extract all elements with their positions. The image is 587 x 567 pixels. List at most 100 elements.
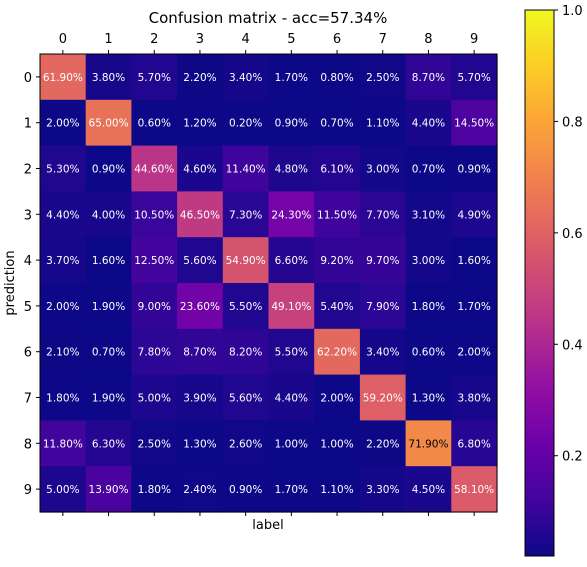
cell-value-label: 2.50% — [138, 438, 171, 450]
cell-value-label: 46.50% — [180, 209, 220, 221]
cell-value-label: 2.00% — [46, 118, 79, 130]
heatmap-cell — [177, 54, 224, 101]
cell-value-label: 3.00% — [412, 255, 445, 267]
cell-value-label: 6.60% — [275, 255, 308, 267]
heatmap-cell — [405, 145, 452, 192]
y-tick-label: 9 — [24, 483, 32, 498]
cell-value-label: 23.60% — [180, 301, 220, 313]
x-tick-label: 4 — [242, 32, 250, 47]
cell-value-label: 3.10% — [412, 209, 445, 221]
heatmap-cell — [268, 374, 315, 421]
cell-value-label: 1.90% — [92, 393, 125, 405]
heatmap-cell — [85, 145, 132, 192]
cell-value-label: 1.80% — [412, 301, 445, 313]
cell-value-label: 4.40% — [412, 118, 445, 130]
heatmap-cell — [268, 145, 315, 192]
cell-value-label: 1.90% — [92, 301, 125, 313]
heatmap-cell — [359, 99, 407, 147]
cell-value-label: 0.20% — [229, 118, 262, 130]
colorbar-tick-label: 0.2 — [562, 450, 583, 465]
heatmap-cell — [314, 54, 361, 101]
cell-value-label: 2.40% — [183, 484, 216, 496]
heatmap-cell — [359, 328, 407, 376]
heatmap-cell — [40, 328, 87, 376]
cell-value-label: 5.30% — [46, 164, 79, 176]
heatmap-cells — [40, 54, 498, 513]
y-tick-label: 4 — [24, 254, 32, 269]
cell-value-label: 0.70% — [92, 347, 125, 359]
y-tick-label: 7 — [24, 392, 32, 407]
cell-value-label: 0.60% — [138, 118, 171, 130]
heatmap-cell — [451, 191, 498, 238]
y-tick-label: 8 — [24, 437, 32, 452]
cell-value-label: 1.30% — [412, 393, 445, 405]
cell-value-label: 5.50% — [229, 301, 262, 313]
cell-value-label: 3.80% — [457, 393, 490, 405]
cell-value-label: 0.90% — [275, 118, 308, 130]
cell-value-label: 6.80% — [457, 438, 490, 450]
heatmap-cell — [40, 54, 87, 101]
heatmap-cell — [177, 191, 224, 238]
heatmap-cell — [268, 328, 315, 376]
heatmap-cell — [85, 99, 132, 147]
heatmap-cell — [131, 466, 178, 513]
cell-value-label: 1.10% — [366, 118, 399, 130]
heatmap-cell — [314, 191, 361, 238]
heatmap-cell — [131, 420, 178, 467]
heatmap-cell — [268, 99, 315, 147]
cell-value-label: 1.30% — [183, 438, 216, 450]
heatmap-cell — [359, 420, 407, 467]
heatmap-cell — [222, 420, 270, 467]
cell-value-label: 1.70% — [275, 484, 308, 496]
cell-value-label: 1.60% — [457, 255, 490, 267]
heatmap-cell — [451, 54, 498, 101]
cell-value-label: 5.50% — [275, 347, 308, 359]
cell-value-label: 14.50% — [454, 118, 494, 130]
heatmap-cell — [405, 374, 452, 421]
y-tick-label: 3 — [24, 208, 32, 223]
x-axis-label: label — [252, 518, 283, 533]
cell-value-label: 0.90% — [229, 484, 262, 496]
heatmap-cell — [85, 54, 132, 101]
cell-value-label: 1.70% — [275, 72, 308, 84]
cell-value-label: 1.10% — [320, 484, 353, 496]
cell-value-label: 1.70% — [457, 301, 490, 313]
cell-value-label: 4.40% — [275, 393, 308, 405]
heatmap-cell — [405, 54, 452, 101]
cell-value-label: 4.00% — [92, 209, 125, 221]
cell-value-label: 2.60% — [229, 438, 262, 450]
heatmap-cell — [177, 237, 224, 284]
cell-value-label: 6.30% — [92, 438, 125, 450]
heatmap-cell — [359, 466, 407, 513]
cell-value-label: 4.90% — [457, 209, 490, 221]
heatmap-cell — [222, 283, 270, 330]
heatmap-cell — [451, 328, 498, 376]
heatmap-cell — [314, 328, 361, 376]
cell-value-label: 0.90% — [92, 164, 125, 176]
heatmap-cell — [177, 145, 224, 192]
heatmap-cell — [314, 466, 361, 513]
cell-value-label: 9.20% — [320, 255, 353, 267]
cell-value-label: 2.00% — [457, 347, 490, 359]
heatmap-cell — [405, 466, 452, 513]
cell-value-label: 2.20% — [183, 72, 216, 84]
colorbar-gradient — [524, 9, 555, 557]
cell-value-label: 0.80% — [320, 72, 353, 84]
cell-value-label: 1.00% — [275, 438, 308, 450]
heatmap-cell — [222, 145, 270, 192]
heatmap-cell — [359, 374, 407, 421]
colorbar-ticks: 0.2 0.4 0.6 0.8 1.0 — [554, 4, 583, 465]
heatmap-cell — [177, 466, 224, 513]
heatmap-cell — [451, 237, 498, 284]
heatmap-cell — [85, 191, 132, 238]
heatmap-cell — [314, 374, 361, 421]
cell-value-label: 7.70% — [366, 209, 399, 221]
heatmap-cell — [451, 283, 498, 330]
cell-value-label: 9.00% — [138, 301, 171, 313]
heatmap-cell — [314, 145, 361, 192]
x-tick-label: 1 — [104, 32, 112, 47]
heatmap-cell — [268, 237, 315, 284]
heatmap-cell — [222, 466, 270, 513]
cell-value-label: 0.60% — [412, 347, 445, 359]
heatmap-cell — [222, 328, 270, 376]
